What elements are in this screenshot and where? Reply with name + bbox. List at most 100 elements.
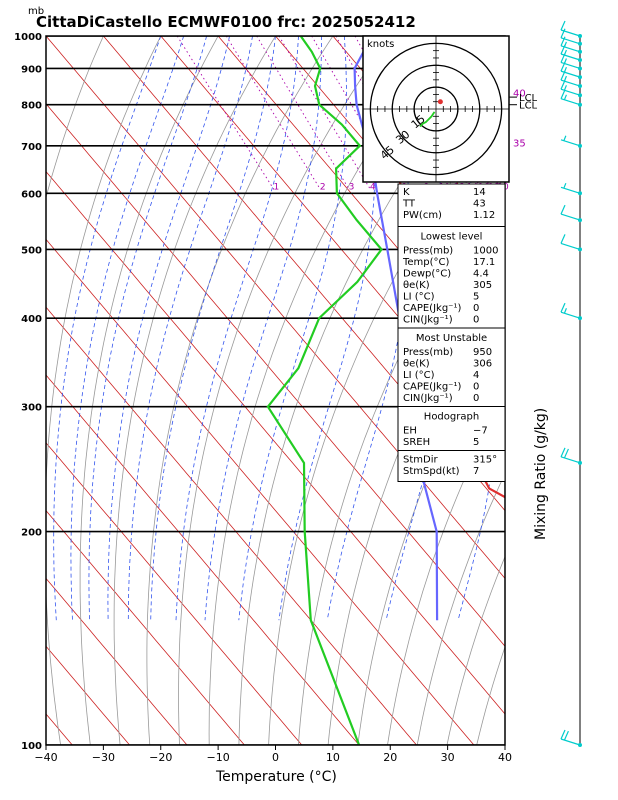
x-tick-label: 10 — [326, 751, 340, 764]
index-box — [397, 406, 506, 451]
index-value: 5 — [473, 437, 479, 448]
x-tick-label: 0 — [272, 751, 279, 764]
wind-barb-flag — [560, 61, 566, 72]
index-value: 0 — [473, 315, 479, 326]
isotherm-line — [46, 36, 505, 580]
index-box-title: Lowest level — [421, 232, 483, 243]
index-key: Press(mb) — [403, 246, 453, 257]
series-dewpoint-line — [266, 36, 383, 745]
isotherm-line — [46, 238, 475, 745]
moist-adiabat-line — [107, 36, 230, 621]
lcl-label: LCL — [519, 93, 538, 104]
wind-barb-flag — [560, 44, 566, 55]
wind-barb-flag — [560, 70, 566, 81]
isotherm-line — [46, 509, 245, 745]
index-value: 7 — [473, 466, 479, 477]
isotherm-line — [46, 374, 360, 745]
index-key: Temp(°C) — [402, 257, 450, 268]
index-key: LI (°C) — [403, 292, 435, 303]
index-value: 4 — [473, 370, 479, 381]
wind-barbs — [560, 20, 582, 747]
theta-e-label: 35 — [513, 139, 526, 150]
dry-adiabat-line — [536, 36, 618, 745]
index-value: −7 — [473, 426, 488, 437]
index-value: 17.1 — [473, 257, 495, 268]
wind-barb-flag — [563, 730, 569, 741]
mixing-ratio-line — [176, 36, 275, 190]
index-value: 1.12 — [473, 210, 495, 221]
moist-adiabat-line — [504, 36, 505, 38]
wind-barb-flag — [560, 36, 566, 47]
indices-panel: K 14 TT 43 PW(cm) 1.12 Lowest level Press(mb) 10… — [397, 183, 506, 482]
wind-barb-staff — [560, 242, 581, 251]
dry-adiabat-line — [46, 36, 162, 745]
wind-barb-staff — [560, 213, 581, 221]
mixing-ratio-label: 4 — [370, 182, 376, 192]
index-value: 43 — [473, 199, 486, 210]
dry-adiabat-line — [146, 36, 334, 745]
y-tick-label: 400 — [21, 314, 42, 325]
mixing-ratio-line — [278, 36, 371, 190]
mixing-ratio-label: 2 — [320, 182, 326, 192]
isotherm-line — [46, 306, 417, 745]
index-value: 306 — [473, 359, 492, 370]
y-tick-label: 300 — [21, 403, 42, 414]
index-value: 305 — [473, 280, 492, 291]
index-value: 5 — [473, 292, 479, 303]
moist-adiabat-line — [175, 36, 299, 621]
y-tick-label: 500 — [21, 245, 42, 256]
index-key: CIN(Jkg⁻¹) — [403, 393, 453, 404]
x-tick-label: −40 — [34, 751, 57, 764]
wind-barb-staff — [560, 311, 581, 319]
index-key: θe(K) — [403, 359, 430, 370]
wind-barb-half-flag — [563, 94, 567, 101]
wind-barb-flag — [560, 234, 566, 244]
x-tick-label: 40 — [498, 751, 512, 764]
wind-barb-flag — [560, 53, 566, 63]
theta-e-label: 40 — [513, 88, 526, 99]
x-tick-label: 20 — [383, 751, 397, 764]
index-key: θe(K) — [403, 280, 430, 291]
moist-adiabat-line — [53, 36, 162, 621]
wind-barb-flag — [563, 448, 569, 459]
dry-adiabat-line — [416, 472, 505, 745]
isotherm-line — [46, 645, 130, 745]
index-key: PW(cm) — [403, 210, 442, 221]
index-box-title: Hodograph — [424, 412, 479, 423]
x-axis-label: Temperature (°C) — [215, 769, 337, 785]
index-key: K — [403, 187, 410, 198]
index-box — [397, 226, 506, 329]
wind-barb-flag — [560, 447, 566, 458]
y-tick-label: 700 — [21, 142, 42, 153]
index-value: 0 — [473, 382, 479, 393]
mixing-ratio-label: 3 — [349, 182, 355, 192]
y-tick-label: 800 — [21, 101, 42, 112]
index-key: Press(mb) — [403, 347, 453, 358]
index-value: 950 — [473, 347, 492, 358]
index-key: TT — [402, 199, 416, 210]
moist-adiabat-line — [278, 36, 376, 621]
wind-barb-half-flag — [563, 85, 567, 91]
dry-adiabat-line — [113, 36, 276, 745]
dry-adiabat-line — [566, 36, 618, 745]
isotherm-line — [46, 103, 505, 647]
y-axis-label-right: Mixing Ratio (g/kg) — [533, 408, 549, 540]
dry-adiabat-line — [596, 36, 618, 745]
wind-barb-flag — [560, 79, 566, 90]
mixing-ratio-label: 1 — [273, 182, 279, 192]
index-value: 1000 — [473, 246, 498, 257]
hodograph-trace — [419, 111, 436, 128]
isotherm-line — [46, 170, 505, 715]
wind-barb-half-flag — [563, 135, 567, 141]
x-tick-label: −30 — [92, 751, 115, 764]
lcl-label: LCL — [519, 101, 538, 112]
wind-barb-half-flag — [563, 307, 567, 314]
moist-adiabat-line — [150, 36, 276, 621]
index-key: StmDir — [403, 455, 438, 466]
wind-barb-flag — [560, 28, 566, 39]
wind-barb-staff — [560, 738, 581, 746]
